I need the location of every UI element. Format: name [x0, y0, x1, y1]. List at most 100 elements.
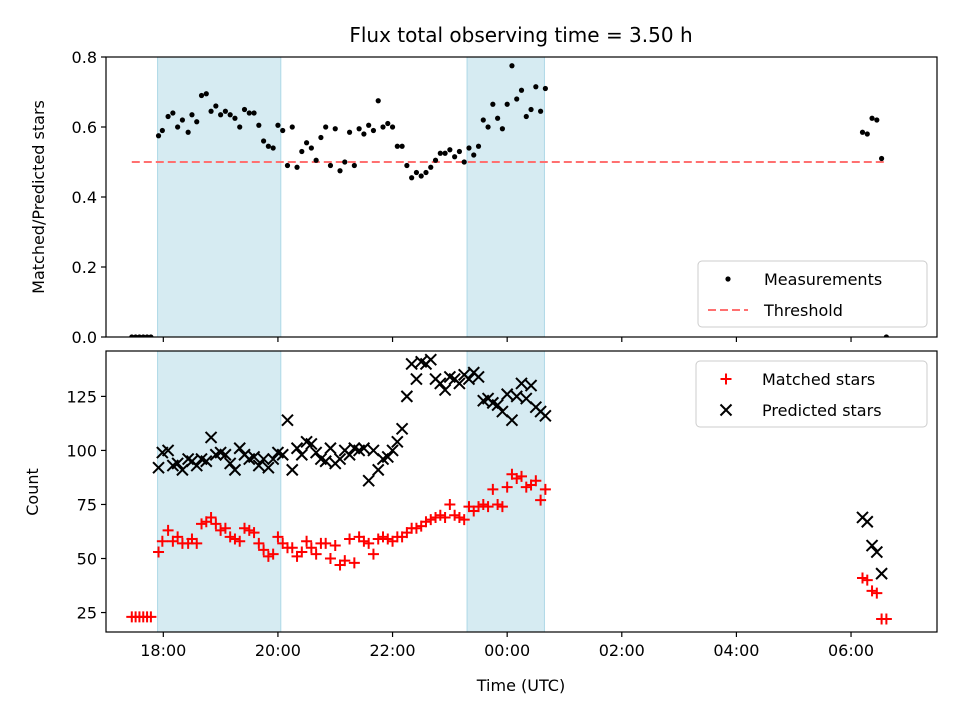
data-point — [339, 555, 351, 567]
data-point — [466, 145, 472, 151]
y-tick-label: 25 — [77, 604, 97, 623]
data-point — [520, 481, 532, 493]
shaded-interval — [157, 57, 282, 337]
data-point — [874, 117, 880, 123]
y-tick-label: 0.6 — [72, 118, 97, 137]
data-point — [144, 334, 150, 337]
data-point — [305, 542, 317, 554]
data-point — [424, 353, 437, 366]
y-tick-label: 125 — [66, 387, 97, 406]
data-point — [410, 372, 423, 386]
legend-marker — [725, 276, 731, 282]
data-point — [219, 522, 231, 534]
data-point — [299, 148, 305, 155]
y-tick-label: 0.0 — [72, 328, 97, 347]
data-point — [875, 567, 888, 580]
data-point — [200, 455, 213, 468]
y-tick-label: 0.8 — [72, 48, 97, 67]
y-tick-label: 0.4 — [72, 188, 97, 207]
x-tick-label: 18:00 — [140, 641, 186, 660]
series-measurements — [129, 63, 889, 337]
data-point — [423, 169, 429, 176]
data-point — [358, 535, 370, 547]
data-point — [129, 334, 135, 337]
data-point — [171, 457, 184, 470]
data-point — [472, 370, 485, 384]
x-tick-label: 00:00 — [484, 641, 530, 660]
data-point — [159, 127, 165, 134]
data-point — [372, 533, 384, 545]
data-point — [439, 511, 451, 523]
data-point — [380, 124, 386, 130]
data-point — [286, 463, 299, 477]
data-point — [866, 585, 878, 597]
legend: Measurements Threshold — [697, 260, 928, 328]
data-point — [203, 91, 209, 97]
data-point — [492, 498, 504, 510]
data-point — [162, 524, 174, 536]
data-point — [491, 398, 504, 412]
data-point — [219, 448, 232, 461]
data-point — [280, 127, 286, 134]
data-point — [243, 524, 255, 536]
data-point — [385, 120, 391, 127]
data-point — [509, 63, 515, 69]
legend-box — [697, 260, 928, 328]
data-point — [528, 106, 534, 113]
data-point — [303, 140, 310, 146]
data-point — [172, 531, 184, 543]
data-point — [256, 122, 262, 128]
data-point — [329, 540, 341, 552]
data-point — [161, 444, 175, 457]
data-point — [276, 448, 289, 461]
y-tick-label: 100 — [66, 441, 97, 460]
data-point — [438, 383, 452, 397]
data-point — [883, 334, 889, 337]
data-point — [861, 515, 874, 528]
data-point — [320, 537, 332, 549]
data-point — [252, 459, 266, 472]
shaded-interval — [157, 351, 282, 632]
data-point — [449, 509, 461, 521]
data-point — [375, 98, 381, 104]
data-point — [861, 574, 873, 586]
data-point — [501, 481, 513, 493]
bottom-panel: 25 50 75 100 125 18:00 20:00 22:00 00:00 02:00 04:… — [66, 350, 938, 660]
plot-area — [126, 351, 892, 632]
data-point — [420, 516, 432, 528]
data-point — [294, 164, 300, 170]
data-point — [362, 474, 375, 487]
data-point — [879, 155, 885, 162]
x-tick-label: 22:00 — [369, 641, 415, 660]
data-point — [542, 85, 548, 92]
data-point — [237, 124, 243, 130]
data-point — [367, 548, 379, 560]
data-point — [140, 334, 146, 337]
legend: Matched stars Predicted stars — [695, 360, 928, 428]
legend-box — [695, 360, 928, 428]
data-point — [442, 150, 448, 156]
data-point — [155, 133, 162, 139]
data-point — [189, 112, 195, 118]
data-point — [473, 501, 485, 513]
legend-label: Threshold — [763, 301, 843, 320]
data-point — [248, 527, 260, 539]
data-point — [871, 587, 883, 599]
x-tick-label: 02:00 — [599, 641, 645, 660]
data-point — [535, 494, 547, 506]
data-point — [261, 138, 267, 144]
data-point — [308, 145, 314, 151]
data-point — [270, 145, 276, 151]
data-point — [485, 124, 491, 130]
data-point — [228, 463, 242, 477]
data-point — [524, 379, 538, 392]
data-point — [208, 108, 214, 114]
data-point — [152, 461, 165, 474]
data-point — [233, 442, 246, 455]
data-point — [185, 129, 191, 135]
data-point — [205, 511, 217, 523]
data-point — [432, 157, 439, 163]
data-point — [428, 164, 434, 170]
data-point — [539, 409, 552, 423]
